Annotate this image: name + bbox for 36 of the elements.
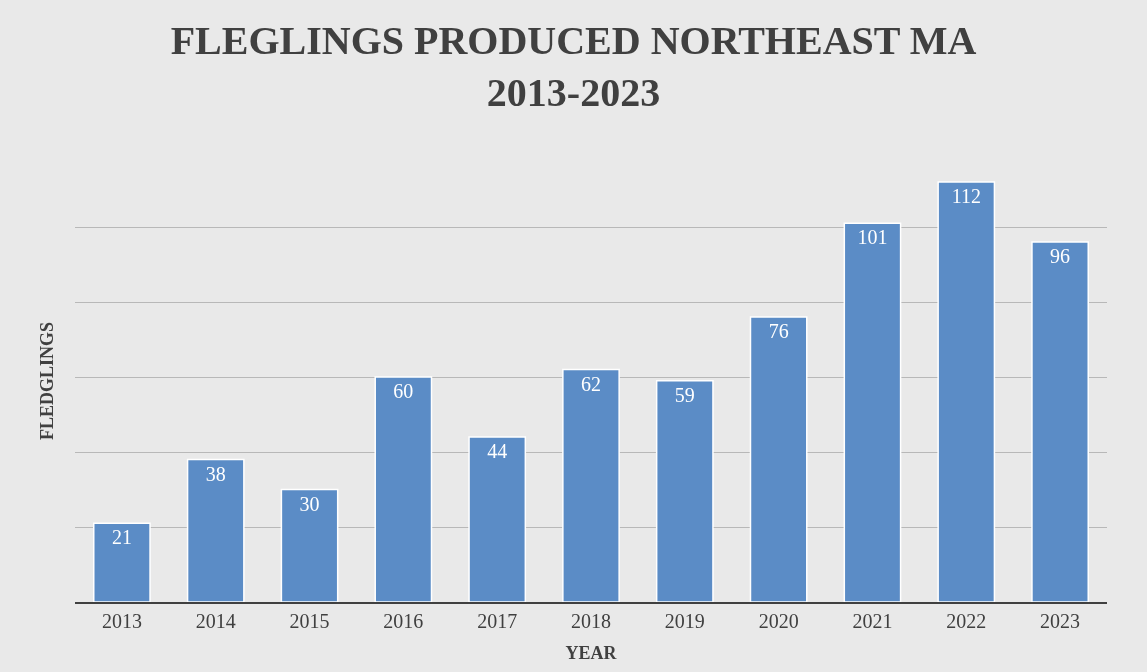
x-tick-label: 2013	[101, 610, 142, 632]
bar	[843, 222, 902, 602]
bar	[1031, 241, 1089, 602]
x-tick-label: 2018	[571, 610, 611, 632]
x-tick-label: 2016	[383, 610, 424, 632]
bar	[93, 522, 151, 602]
data-label: 38	[205, 462, 226, 485]
bar	[749, 316, 808, 602]
data-label: 101	[857, 226, 888, 249]
y-axis-title: FLEDGLINGS	[37, 321, 58, 441]
x-tick-label: 2014	[195, 610, 236, 632]
bar	[374, 376, 433, 602]
data-label: 112	[951, 185, 981, 208]
x-tick-label: 2020	[758, 610, 799, 632]
x-tick-label: 2023	[1040, 610, 1081, 632]
x-tick-label: 2015	[289, 610, 330, 632]
x-tick-label: 2022	[946, 610, 987, 632]
data-label: 60	[393, 380, 414, 403]
x-axis-title: YEAR	[565, 642, 618, 663]
data-label: 59	[674, 383, 695, 406]
data-label: 21	[111, 526, 132, 549]
x-tick-label: 2019	[664, 610, 705, 632]
data-label: 96	[1050, 245, 1071, 268]
chart-title: FLEGLINGS PRODUCED NORTHEAST MA 2013-2023	[170, 17, 977, 115]
x-tick-label: 2017	[477, 610, 518, 632]
bar	[280, 488, 339, 602]
data-label: 44	[487, 440, 508, 463]
bar	[186, 458, 245, 602]
bar	[468, 436, 527, 602]
bar	[937, 181, 996, 602]
data-label: 30	[299, 492, 320, 515]
data-label: 76	[768, 320, 789, 343]
data-label: 62	[581, 372, 601, 395]
x-tick-label: 2021	[852, 610, 893, 632]
bar	[562, 368, 620, 602]
bar	[655, 380, 714, 602]
